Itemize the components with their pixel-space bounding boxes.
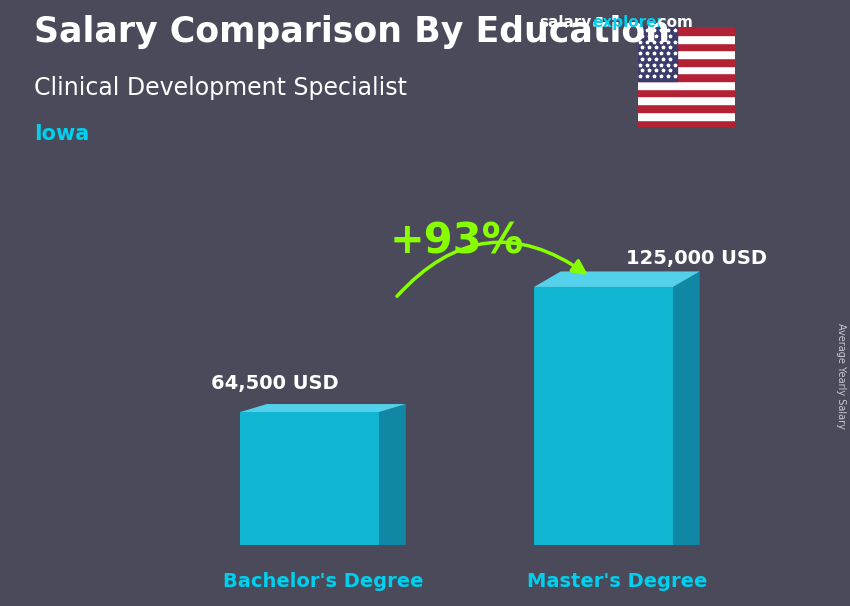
Polygon shape bbox=[241, 404, 405, 412]
Bar bbox=[638, 65, 735, 73]
Text: Clinical Development Specialist: Clinical Development Specialist bbox=[34, 76, 407, 100]
Bar bbox=[638, 42, 735, 50]
Text: 125,000 USD: 125,000 USD bbox=[626, 249, 768, 268]
Text: +93%: +93% bbox=[389, 221, 524, 262]
Polygon shape bbox=[241, 412, 379, 545]
Text: Salary Comparison By Education: Salary Comparison By Education bbox=[34, 15, 670, 49]
Text: 64,500 USD: 64,500 USD bbox=[211, 375, 339, 393]
Bar bbox=[638, 27, 677, 81]
Polygon shape bbox=[379, 404, 405, 545]
Bar bbox=[638, 89, 735, 96]
Bar bbox=[638, 27, 735, 35]
Text: Iowa: Iowa bbox=[34, 124, 89, 144]
Bar bbox=[638, 81, 735, 89]
Bar bbox=[638, 112, 735, 119]
Polygon shape bbox=[673, 271, 700, 545]
Text: Master's Degree: Master's Degree bbox=[527, 572, 707, 591]
Bar bbox=[638, 35, 735, 42]
Bar bbox=[638, 119, 735, 127]
Bar bbox=[638, 58, 735, 65]
Text: Average Yearly Salary: Average Yearly Salary bbox=[836, 323, 846, 428]
FancyArrowPatch shape bbox=[397, 242, 585, 296]
Text: Bachelor's Degree: Bachelor's Degree bbox=[223, 572, 423, 591]
Polygon shape bbox=[534, 271, 700, 287]
Polygon shape bbox=[534, 287, 673, 545]
Text: salary: salary bbox=[540, 15, 592, 30]
Bar bbox=[638, 50, 735, 58]
Bar bbox=[638, 96, 735, 104]
Bar bbox=[638, 73, 735, 81]
Text: explorer: explorer bbox=[592, 15, 665, 30]
Bar bbox=[638, 104, 735, 112]
Text: .com: .com bbox=[653, 15, 694, 30]
